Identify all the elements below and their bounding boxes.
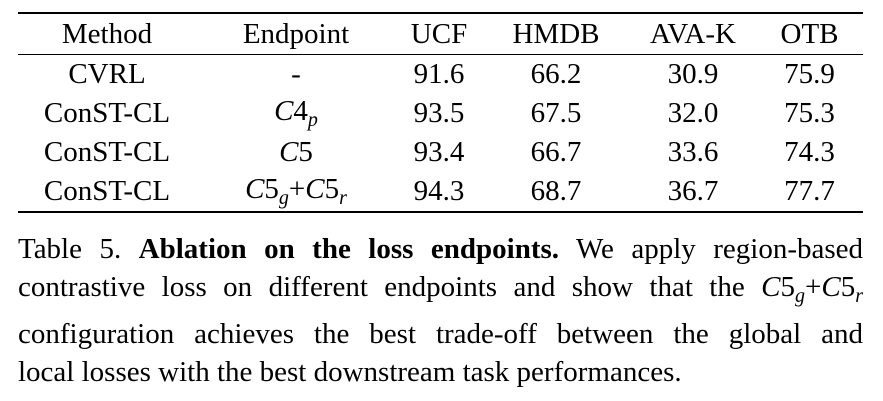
- table-body: CVRL - 91.6 66.2 30.9 75.9 ConST-CL C4p …: [18, 55, 863, 212]
- math-base: C: [305, 173, 325, 205]
- math-number: 5: [840, 271, 856, 303]
- caption-line-1: Table 5. Ablation on the loss endpoints.…: [18, 230, 863, 268]
- table-header: Method Endpoint UCF HMDB AVA-K OTB: [18, 13, 863, 55]
- cell-hmdb: 66.7: [530, 136, 582, 168]
- header-row: Method Endpoint UCF HMDB AVA-K OTB: [18, 13, 863, 55]
- caption-text: We apply region-based: [575, 233, 864, 265]
- results-table-container: Method Endpoint UCF HMDB AVA-K OTB CVRL …: [18, 12, 863, 213]
- ablation-table: Method Endpoint UCF HMDB AVA-K OTB CVRL …: [18, 12, 863, 213]
- math-number: 5: [298, 136, 313, 168]
- cell-method: ConST-CL: [43, 97, 171, 129]
- cell-ucf: 93.4: [413, 136, 465, 168]
- math-number: 5: [264, 173, 279, 205]
- cell-otb: 75.3: [784, 97, 835, 129]
- cell-hmdb: 66.2: [530, 58, 582, 90]
- math-number: 4: [293, 95, 308, 127]
- math-subscript: r: [855, 285, 864, 307]
- table-caption: Table 5. Ablation on the loss endpoints.…: [18, 230, 863, 391]
- header-otb: OTB: [780, 17, 839, 50]
- cell-method: CVRL: [68, 58, 146, 90]
- math-base: C: [274, 95, 294, 127]
- table-row: ConST-CL C5g+C5r 94.3 68.7 36.7 77.7: [18, 172, 863, 212]
- cell-ava-k: 32.0: [667, 97, 719, 129]
- cell-method: ConST-CL: [43, 136, 171, 168]
- math-base: C: [279, 136, 299, 168]
- cell-otb: 75.9: [784, 58, 835, 90]
- cell-endpoint: C5g+C5r: [196, 172, 396, 212]
- endpoint-math: C4p: [274, 95, 318, 131]
- cell-otb: 77.7: [784, 175, 835, 207]
- cell-ucf: 91.6: [413, 58, 465, 90]
- math-base: C: [245, 173, 265, 205]
- math-base: C: [821, 271, 841, 303]
- cell-hmdb: 67.5: [530, 97, 582, 129]
- endpoint-math: C5g+C5r: [245, 173, 347, 209]
- cell-ucf: 93.5: [413, 97, 465, 129]
- cell-endpoint: -: [291, 58, 301, 90]
- caption-math: C5g+C5r: [761, 271, 863, 307]
- math-plus: +: [805, 271, 822, 303]
- caption-line-2: contrastive loss on different endpoints …: [18, 268, 863, 315]
- table-row: ConST-CL C5 93.4 66.7 33.6 74.3: [18, 133, 863, 172]
- header-ava-k: AVA-K: [650, 17, 736, 50]
- caption-line-4: local losses with the best downstream ta…: [18, 356, 682, 388]
- cell-ava-k: 30.9: [667, 58, 719, 90]
- math-number: 5: [780, 271, 796, 303]
- cell-ucf: 94.3: [413, 175, 465, 207]
- math-subscript: p: [307, 109, 318, 131]
- math-number: 5: [324, 173, 340, 205]
- cell-otb: 74.3: [784, 136, 835, 168]
- cell-hmdb: 68.7: [530, 175, 582, 207]
- caption-label: Table 5.: [18, 233, 122, 265]
- header-method: Method: [61, 17, 153, 50]
- header-ucf: UCF: [410, 17, 468, 50]
- cell-ava-k: 36.7: [667, 175, 719, 207]
- math-subscript: g: [278, 187, 289, 209]
- table-row: CVRL - 91.6 66.2 30.9 75.9: [18, 55, 863, 95]
- caption-title: Ablation on the loss endpoints.: [138, 233, 560, 265]
- cell-ava-k: 33.6: [667, 136, 719, 168]
- math-subscript: g: [795, 285, 806, 307]
- header-hmdb: HMDB: [512, 17, 600, 50]
- cell-endpoint: C5: [196, 133, 396, 172]
- caption-line-3: configuration achieves the best trade-of…: [18, 318, 863, 350]
- math-plus: +: [288, 173, 306, 205]
- math-base: C: [761, 271, 781, 303]
- caption-text: contrastive loss on different endpoints …: [18, 271, 745, 303]
- cell-method: ConST-CL: [43, 175, 171, 207]
- cell-endpoint: C4p: [196, 94, 396, 133]
- header-endpoint: Endpoint: [242, 17, 350, 50]
- endpoint-math: C5: [279, 136, 313, 168]
- table-row: ConST-CL C4p 93.5 67.5 32.0 75.3: [18, 94, 863, 133]
- math-subscript: r: [339, 187, 347, 209]
